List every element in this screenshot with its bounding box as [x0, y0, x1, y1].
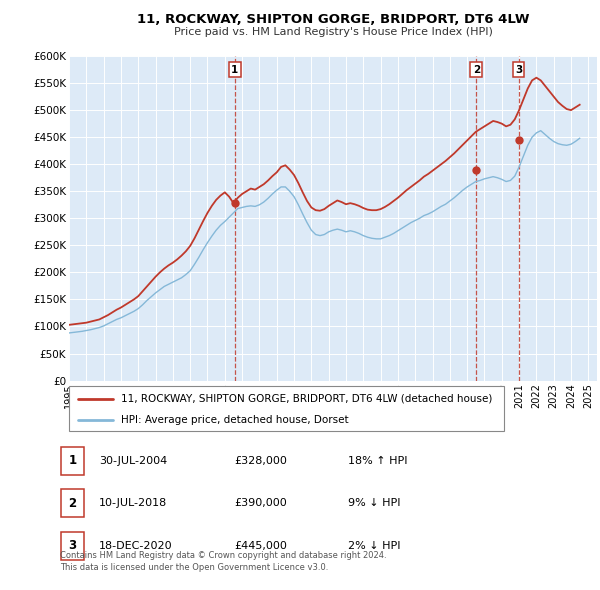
FancyBboxPatch shape [61, 490, 84, 517]
Text: 11, ROCKWAY, SHIPTON GORGE, BRIDPORT, DT6 4LW: 11, ROCKWAY, SHIPTON GORGE, BRIDPORT, DT… [137, 13, 529, 26]
FancyBboxPatch shape [61, 532, 84, 559]
Text: Price paid vs. HM Land Registry's House Price Index (HPI): Price paid vs. HM Land Registry's House … [173, 28, 493, 37]
FancyBboxPatch shape [69, 386, 504, 431]
Text: 1: 1 [231, 64, 238, 74]
Text: 3: 3 [515, 64, 522, 74]
Text: £328,000: £328,000 [234, 456, 287, 466]
Text: Contains HM Land Registry data © Crown copyright and database right 2024.
This d: Contains HM Land Registry data © Crown c… [60, 552, 386, 572]
Text: 2% ↓ HPI: 2% ↓ HPI [348, 541, 401, 550]
Text: 3: 3 [68, 539, 77, 552]
Text: HPI: Average price, detached house, Dorset: HPI: Average price, detached house, Dors… [121, 415, 349, 425]
Text: 18-DEC-2020: 18-DEC-2020 [99, 541, 173, 550]
Text: 30-JUL-2004: 30-JUL-2004 [99, 456, 167, 466]
Text: 2: 2 [68, 497, 77, 510]
Text: 11, ROCKWAY, SHIPTON GORGE, BRIDPORT, DT6 4LW (detached house): 11, ROCKWAY, SHIPTON GORGE, BRIDPORT, DT… [121, 394, 493, 404]
FancyBboxPatch shape [61, 447, 84, 474]
Text: 10-JUL-2018: 10-JUL-2018 [99, 499, 167, 508]
Text: 1: 1 [68, 454, 77, 467]
Text: £445,000: £445,000 [234, 541, 287, 550]
Text: 2: 2 [473, 64, 480, 74]
Text: 18% ↑ HPI: 18% ↑ HPI [348, 456, 407, 466]
Text: 9% ↓ HPI: 9% ↓ HPI [348, 499, 401, 508]
Text: £390,000: £390,000 [234, 499, 287, 508]
